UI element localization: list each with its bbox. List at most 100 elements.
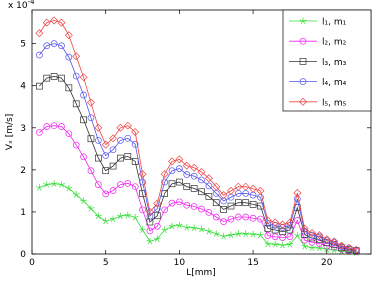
marker <box>72 52 81 61</box>
marker <box>168 199 176 207</box>
legend-label: l₂, m₂ <box>322 38 347 48</box>
marker <box>301 242 309 250</box>
x-axis-label: L[mm] <box>186 268 216 278</box>
marker <box>146 237 154 245</box>
marker <box>109 215 117 223</box>
marker <box>285 218 294 227</box>
marker <box>80 116 87 124</box>
marker <box>161 178 169 186</box>
marker <box>43 74 51 82</box>
marker <box>58 181 65 188</box>
marker <box>57 18 66 27</box>
x-tick-label: 5 <box>103 258 109 268</box>
marker <box>139 226 146 234</box>
marker <box>241 182 250 191</box>
marker <box>168 180 176 188</box>
marker <box>190 203 198 210</box>
marker <box>80 153 87 161</box>
marker <box>50 16 59 25</box>
multiplier-power: -4 <box>28 0 36 6</box>
marker <box>190 224 198 231</box>
marker <box>183 183 191 191</box>
marker <box>50 180 58 187</box>
marker <box>198 225 205 233</box>
marker <box>308 244 316 251</box>
series-line <box>39 20 357 251</box>
marker <box>234 230 242 237</box>
marker <box>109 134 118 143</box>
marker <box>264 232 272 239</box>
marker <box>190 185 198 192</box>
marker <box>43 42 51 50</box>
series-line <box>39 125 357 252</box>
marker <box>198 176 205 184</box>
legend-label: l₃, m₃ <box>322 58 347 68</box>
marker <box>183 223 191 231</box>
marker <box>131 183 139 191</box>
marker <box>299 97 307 106</box>
marker <box>293 216 301 224</box>
marker <box>299 17 307 25</box>
marker <box>249 214 257 222</box>
series <box>36 122 360 255</box>
marker <box>117 137 124 144</box>
marker <box>176 198 183 206</box>
marker <box>168 222 176 230</box>
x-tick-label: 15 <box>247 258 258 268</box>
marker <box>293 231 301 239</box>
marker <box>264 240 272 247</box>
marker <box>131 128 140 136</box>
marker <box>101 140 110 149</box>
marker <box>220 232 228 240</box>
marker <box>220 206 227 213</box>
marker <box>153 235 161 242</box>
legend-label: l₄, m₄ <box>322 78 347 88</box>
marker <box>153 222 161 230</box>
marker <box>87 205 95 212</box>
marker <box>299 78 307 85</box>
y-tick-label: 1 <box>20 208 26 218</box>
marker <box>102 167 110 175</box>
marker <box>102 217 110 225</box>
marker <box>220 197 227 205</box>
marker <box>205 182 213 190</box>
marker <box>145 207 154 216</box>
marker <box>124 211 132 219</box>
marker <box>212 230 220 237</box>
marker <box>300 224 309 233</box>
marker <box>212 182 221 191</box>
marker <box>226 186 235 195</box>
marker <box>219 191 228 200</box>
marker <box>35 184 43 191</box>
marker <box>65 53 73 61</box>
marker <box>299 37 307 45</box>
marker <box>131 140 139 148</box>
marker <box>72 141 80 149</box>
marker <box>278 220 287 229</box>
marker <box>65 130 73 138</box>
marker <box>36 51 43 59</box>
marker <box>94 123 103 132</box>
y-tick-label: 4 <box>20 82 26 92</box>
marker <box>212 213 220 221</box>
marker <box>257 202 264 210</box>
marker <box>182 161 191 170</box>
marker <box>117 181 124 188</box>
marker <box>205 193 213 200</box>
marker <box>242 199 250 207</box>
marker <box>205 209 213 216</box>
marker <box>123 121 132 130</box>
plot-frame <box>31 9 372 255</box>
marker <box>316 240 323 247</box>
marker <box>116 123 125 132</box>
marker <box>153 205 161 212</box>
marker <box>117 154 124 162</box>
y-tick-label: 0 <box>20 250 26 260</box>
marker <box>109 162 117 170</box>
marker <box>176 165 183 172</box>
marker <box>58 42 65 50</box>
multiplier: x 10-4 <box>8 0 35 11</box>
marker <box>87 135 95 143</box>
marker <box>352 245 361 254</box>
